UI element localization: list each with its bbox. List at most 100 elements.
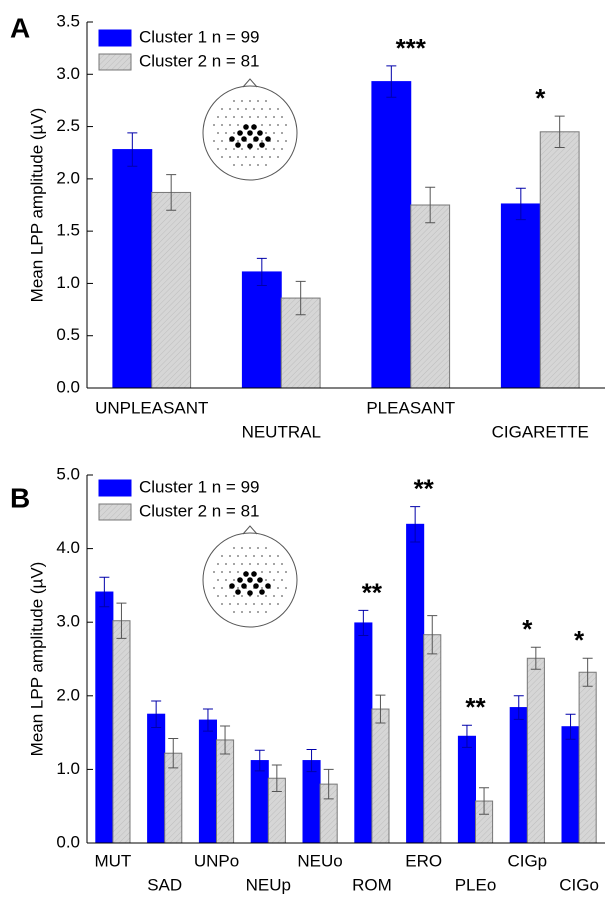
error-bar: [99, 576, 110, 608]
electrode: [217, 132, 219, 134]
electrode: [261, 555, 263, 557]
error-bar: [427, 615, 438, 655]
error-bar: [358, 609, 369, 636]
electrode: [265, 100, 267, 102]
electrode: [265, 148, 267, 150]
electrode: [221, 555, 223, 557]
electrode: [265, 563, 267, 565]
electrode: [249, 164, 251, 166]
roi-electrode: [259, 142, 265, 148]
electrode: [269, 124, 271, 126]
electrode: [225, 579, 227, 581]
bar: [354, 622, 373, 844]
error-bar: [256, 257, 267, 287]
bar: [500, 203, 541, 389]
error-bar: [461, 724, 472, 748]
y-tick-label: 3.0: [56, 612, 80, 631]
roi-electrode: [265, 583, 271, 589]
electrode: [273, 579, 275, 581]
bar: [561, 726, 580, 844]
bar: [410, 204, 451, 389]
x-tick-label: UNPLEASANT: [95, 398, 208, 417]
bar: [423, 634, 442, 844]
error-bar: [565, 713, 576, 740]
electrode: [265, 132, 267, 134]
electrode: [257, 547, 259, 549]
electrode: [273, 148, 275, 150]
significance-annotation: *: [574, 625, 585, 655]
electrode: [277, 587, 279, 589]
legend-swatch: [98, 53, 132, 71]
electrode: [237, 571, 239, 573]
legend-swatch: [98, 29, 132, 47]
y-tick-label: 1.5: [56, 221, 80, 240]
electrode: [245, 108, 247, 110]
nose: [242, 525, 258, 535]
error-bar: [127, 132, 138, 167]
bar: [578, 671, 597, 844]
bar: [112, 620, 131, 844]
electrode: [265, 579, 267, 581]
electrode: [229, 603, 231, 605]
roi-electrode: [243, 124, 249, 130]
electrode: [213, 140, 215, 142]
error-bar: [530, 646, 541, 670]
roi-electrode: [247, 577, 253, 583]
significance-annotation: ***: [396, 33, 427, 63]
x-tick-label: NEUp: [246, 875, 291, 894]
electrode: [237, 156, 239, 158]
electrode: [233, 563, 235, 565]
bar: [241, 271, 282, 389]
electrode: [281, 595, 283, 597]
electrode: [225, 132, 227, 134]
electrode: [277, 124, 279, 126]
roi-electrode: [253, 583, 259, 589]
electrode: [233, 611, 235, 613]
electrode: [237, 124, 239, 126]
bar: [526, 657, 545, 844]
error-bar: [386, 65, 397, 98]
x-tick-label: SAD: [147, 875, 182, 894]
electrode: [285, 140, 287, 142]
electrode: [241, 547, 243, 549]
bar: [457, 735, 477, 844]
electrode: [273, 132, 275, 134]
error-bar: [306, 749, 317, 773]
electrode: [225, 595, 227, 597]
electrode: [241, 611, 243, 613]
bar: [250, 760, 269, 844]
electrode: [233, 148, 235, 150]
electrode: [249, 547, 251, 549]
significance-annotation: **: [465, 692, 486, 722]
error-bar: [375, 694, 386, 724]
electrode: [285, 571, 287, 573]
electrode: [249, 116, 251, 118]
electrode: [285, 587, 287, 589]
y-tick-label: 4.0: [56, 538, 80, 557]
electrode: [221, 140, 223, 142]
electrode: [225, 563, 227, 565]
roi-electrode: [259, 589, 265, 595]
x-tick-label: CIGo: [559, 875, 599, 894]
electrode: [257, 595, 259, 597]
electrode: [237, 555, 239, 557]
roi-electrode: [251, 571, 257, 577]
electrode: [281, 563, 283, 565]
electrode: [261, 156, 263, 158]
y-axis-label: Mean LPP amplitude (µV): [27, 108, 46, 303]
electrode: [237, 140, 239, 142]
legend-label: Cluster 1 n = 99: [139, 27, 260, 46]
electrode: [213, 571, 215, 573]
electrode: [229, 555, 231, 557]
y-axis-label: Mean LPP amplitude (µV): [27, 562, 46, 757]
electrode: [241, 116, 243, 118]
electrode: [261, 571, 263, 573]
electrode: [233, 100, 235, 102]
y-tick-label: 2.0: [56, 168, 80, 187]
electrode: [253, 555, 255, 557]
electrode: [273, 563, 275, 565]
bar: [147, 713, 166, 844]
electrode: [221, 108, 223, 110]
y-tick-label: 3.0: [56, 64, 80, 83]
